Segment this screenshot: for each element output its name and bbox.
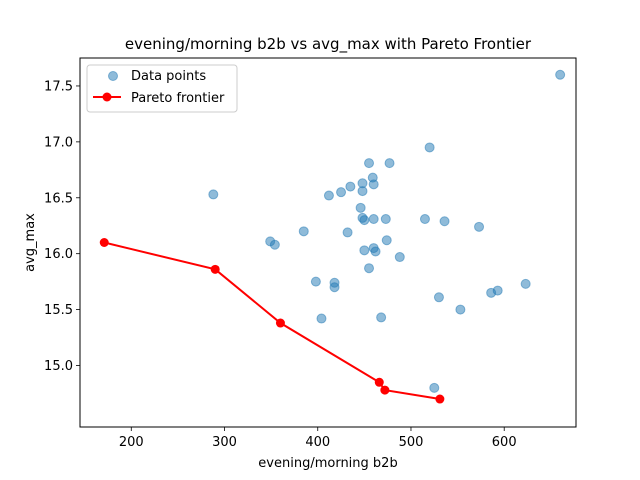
- y-tick-label: 17.5: [44, 79, 73, 94]
- data-point: [329, 282, 340, 293]
- data-point: [336, 187, 347, 198]
- data-point: [355, 202, 366, 213]
- data-point: [455, 304, 466, 315]
- data-point: [368, 214, 379, 225]
- y-tick-label: 16.0: [44, 247, 73, 262]
- data-points-series: [208, 69, 566, 393]
- data-point: [433, 292, 444, 303]
- data-point: [298, 226, 309, 237]
- pareto-frontier-series: [99, 238, 445, 404]
- data-point: [370, 246, 381, 257]
- chart-title: evening/morning b2b vs avg_max with Pare…: [125, 35, 532, 54]
- data-point: [323, 190, 334, 201]
- data-point: [269, 239, 280, 250]
- data-point: [520, 278, 531, 289]
- plot-frame: [79, 57, 577, 428]
- y-axis-label: avg_max: [23, 213, 38, 272]
- data-point: [316, 313, 327, 324]
- x-axis-label: evening/morning b2b: [258, 456, 397, 471]
- data-point: [555, 69, 566, 80]
- data-point: [419, 214, 430, 225]
- x-tick-label: 400: [305, 435, 330, 450]
- data-point: [384, 158, 395, 169]
- data-point: [359, 245, 370, 256]
- data-point: [310, 276, 321, 287]
- legend-marker-data-points: [108, 71, 118, 81]
- data-point: [429, 382, 440, 393]
- data-point: [364, 263, 375, 274]
- x-tick-label: 200: [119, 435, 144, 450]
- data-point: [380, 214, 391, 225]
- legend: Data points Pareto frontier: [86, 64, 238, 113]
- legend-box: [86, 64, 238, 113]
- pareto-frontier-line: [104, 241, 441, 401]
- data-point: [424, 142, 435, 153]
- pareto-point: [275, 318, 285, 328]
- data-point: [474, 221, 485, 232]
- data-point: [394, 252, 405, 263]
- x-tick-label: 500: [399, 435, 424, 450]
- pareto-point: [435, 394, 445, 404]
- pareto-point: [380, 385, 390, 395]
- x-tick-label: 300: [212, 435, 237, 450]
- y-tick-label: 15.0: [44, 359, 73, 374]
- plot-area: [80, 58, 576, 427]
- y-tick-label: 17.0: [44, 135, 73, 150]
- x-axis: 200 300 400 500 600: [119, 427, 517, 450]
- plot-frame-background: [80, 58, 576, 427]
- data-point: [342, 227, 353, 238]
- data-point: [359, 215, 370, 226]
- pareto-point: [374, 377, 384, 387]
- y-axis: 15.0 15.5 16.0 16.5 17.0 17.5: [44, 79, 80, 374]
- y-tick-label: 15.5: [44, 303, 73, 318]
- data-point: [208, 189, 219, 200]
- data-point: [376, 312, 387, 323]
- x-tick-label: 600: [492, 435, 517, 450]
- y-tick-label: 16.5: [44, 191, 73, 206]
- pareto-point: [99, 238, 109, 247]
- legend-label-data-points: Data points: [131, 69, 206, 84]
- data-point: [439, 216, 450, 227]
- data-point: [364, 158, 375, 169]
- data-point: [345, 181, 356, 192]
- data-point: [357, 186, 368, 197]
- data-point: [368, 179, 379, 190]
- legend-marker-pareto: [102, 92, 112, 102]
- data-point: [492, 285, 503, 296]
- data-point: [381, 235, 392, 246]
- pareto-point: [210, 264, 220, 274]
- legend-label-pareto: Pareto frontier: [131, 91, 225, 106]
